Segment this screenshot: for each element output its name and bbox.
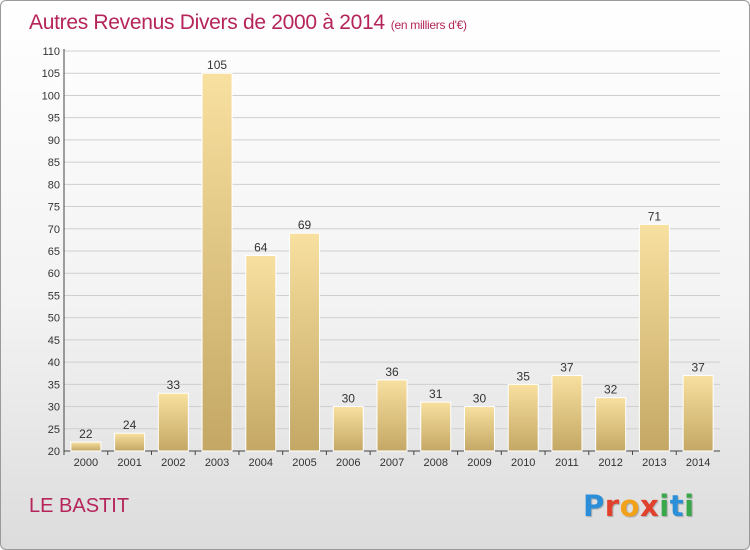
title-text: Autres Revenus Divers de 2000 à 2014 [29,11,385,34]
data-label: 30 [342,392,356,406]
bar [376,379,408,452]
x-tick-label: 2012 [598,457,622,469]
y-tick-label: 70 [48,224,60,236]
data-label: 32 [604,383,618,397]
x-tick-label: 2004 [249,457,273,469]
y-tick-label: 20 [48,446,60,458]
y-tick-label: 65 [48,246,60,258]
chart-title: Autres Revenus Divers de 2000 à 2014 (en … [29,11,467,35]
x-tick-label: 2014 [686,457,710,469]
bar [595,397,627,452]
data-label: 71 [648,209,662,223]
y-tick-label: 110 [42,46,60,58]
x-tick-label: 2009 [467,457,491,469]
data-label: 37 [560,360,574,374]
y-tick-label: 90 [48,135,60,147]
bar [551,374,583,452]
data-label: 37 [691,360,705,374]
x-tick-label: 2008 [423,457,447,469]
data-label: 105 [207,58,227,72]
x-tick-label: 2010 [511,457,535,469]
x-tick-label: 2011 [555,457,579,469]
logo-letter: x [640,489,660,523]
logo-letter: i [659,489,670,523]
data-label: 22 [79,427,93,441]
x-tick-label: 2000 [74,457,98,469]
y-tick-label: 95 [48,113,60,125]
bar [114,432,146,452]
bar [157,392,189,452]
y-tick-label: 100 [42,90,60,102]
y-tick-label: 80 [48,179,60,191]
bar [70,441,102,452]
y-tick-label: 55 [48,290,60,302]
x-tick-label: 2007 [380,457,404,469]
data-label: 31 [429,387,443,401]
x-tick-label: 2002 [161,457,185,469]
bar [289,232,321,452]
logo-letter: o [619,489,641,523]
bar [332,406,364,452]
bar [201,72,233,452]
logo-letter: P [583,489,605,523]
y-tick-label: 45 [48,335,60,347]
logo-letter: t [669,489,685,523]
data-label: 30 [473,392,487,406]
y-tick-label: 105 [42,68,60,80]
x-tick-label: 2001 [117,457,141,469]
data-label: 24 [123,418,137,432]
logo-letter: i [684,489,695,523]
bar [507,383,539,452]
proxiti-logo: Proxiti [583,489,695,523]
y-tick-label: 35 [48,379,60,391]
commune-label: LE BASTIT [29,495,130,517]
y-tick-label: 50 [48,313,60,325]
y-tick-label: 30 [48,402,60,414]
x-tick-label: 2013 [642,457,666,469]
y-tick-label: 75 [48,202,60,214]
title-unit: (en milliers d'€) [390,18,467,32]
y-tick-label: 40 [48,357,60,369]
logo-letter: r [604,489,620,523]
y-tick-label: 25 [48,424,60,436]
data-label: 36 [385,365,399,379]
bar [638,223,670,452]
data-label: 69 [298,218,312,232]
y-tick-label: 60 [48,268,60,280]
data-label: 64 [254,240,268,254]
x-tick-label: 2006 [336,457,360,469]
data-label: 35 [517,369,531,383]
bar [420,401,452,452]
data-label: 33 [167,378,181,392]
bar [463,406,495,452]
bar [245,254,277,452]
bar [682,374,714,452]
x-tick-label: 2005 [292,457,316,469]
x-tick-label: 2003 [205,457,229,469]
y-tick-label: 85 [48,157,60,169]
